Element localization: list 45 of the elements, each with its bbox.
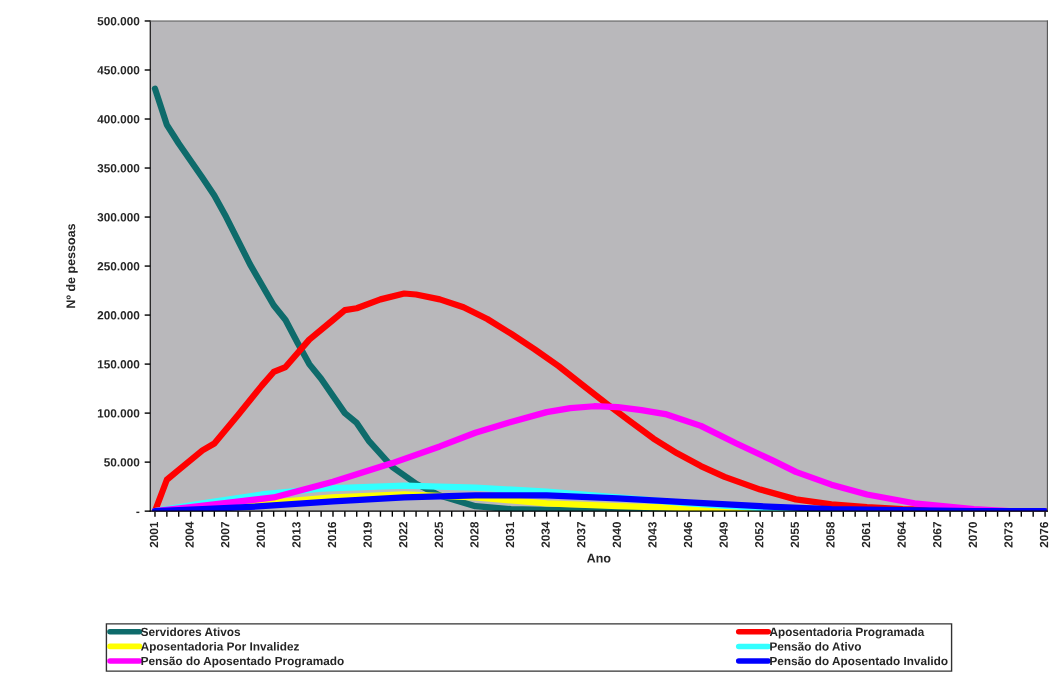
x-tick-label: 2013 <box>292 521 301 548</box>
legend-label: Aposentadoria Programada <box>769 627 925 639</box>
legend-label: Pensão do Ativo <box>770 642 862 651</box>
x-tick-label: 2025 <box>434 521 443 548</box>
x-axis-title: Ano <box>586 553 611 563</box>
y-tick-label: 100.000 <box>97 409 140 418</box>
x-tick-label: 2061 <box>861 521 871 548</box>
x-tick-label: 2064 <box>897 521 906 548</box>
y-axis-title: Nº de pessoas <box>66 223 78 308</box>
y-tick-label: 150.000 <box>97 360 140 369</box>
legend-label: Pensão do Aposentado Programado <box>141 656 344 668</box>
y-tick-label: - <box>136 511 140 514</box>
x-tick-label: 2007 <box>221 522 230 548</box>
x-tick-label: 2031 <box>505 521 515 548</box>
x-tick-label: 2073 <box>1004 521 1013 548</box>
x-tick-label: 2076 <box>1039 521 1049 548</box>
y-tick-label: 200.000 <box>97 311 140 320</box>
x-tick-label: 2019 <box>363 521 372 548</box>
x-tick-label: 2004 <box>185 521 194 548</box>
x-tick-label: 2067 <box>933 522 942 548</box>
x-tick-label: 2034 <box>541 521 550 548</box>
y-tick-label: 450.000 <box>97 66 140 75</box>
x-tick-label: 2022 <box>399 522 408 548</box>
x-tick-label: 2040 <box>612 522 621 548</box>
x-tick-label: 2043 <box>648 521 657 548</box>
y-tick-label: 400.000 <box>97 115 140 124</box>
y-tick-label: 250.000 <box>97 262 140 271</box>
x-tick-label: 2070 <box>968 522 978 548</box>
x-tick-label: 2049 <box>719 521 728 548</box>
x-tick-label: 2010 <box>256 522 265 548</box>
y-tick-label: 500.000 <box>97 17 140 26</box>
legend-label: Servidores Ativos <box>140 627 241 637</box>
y-tick-label: 350.000 <box>97 164 140 173</box>
x-tick-label: 2016 <box>327 521 337 548</box>
y-tick-label: 300.000 <box>97 213 140 222</box>
y-tick-label: 50.000 <box>104 458 140 467</box>
x-tick-label: 2052 <box>755 522 764 548</box>
legend-label: Aposentadoria Por Invalidez <box>140 641 299 653</box>
x-tick-label: 2037 <box>577 522 586 548</box>
x-tick-label: 2055 <box>790 521 799 548</box>
x-tick-label: 2058 <box>826 521 835 548</box>
x-tick-label: 2046 <box>683 521 693 548</box>
legend-label: Pensão do Aposentado Invalido <box>770 656 948 668</box>
x-tick-label: 2028 <box>470 521 479 548</box>
x-tick-label: 2001 <box>149 521 159 548</box>
